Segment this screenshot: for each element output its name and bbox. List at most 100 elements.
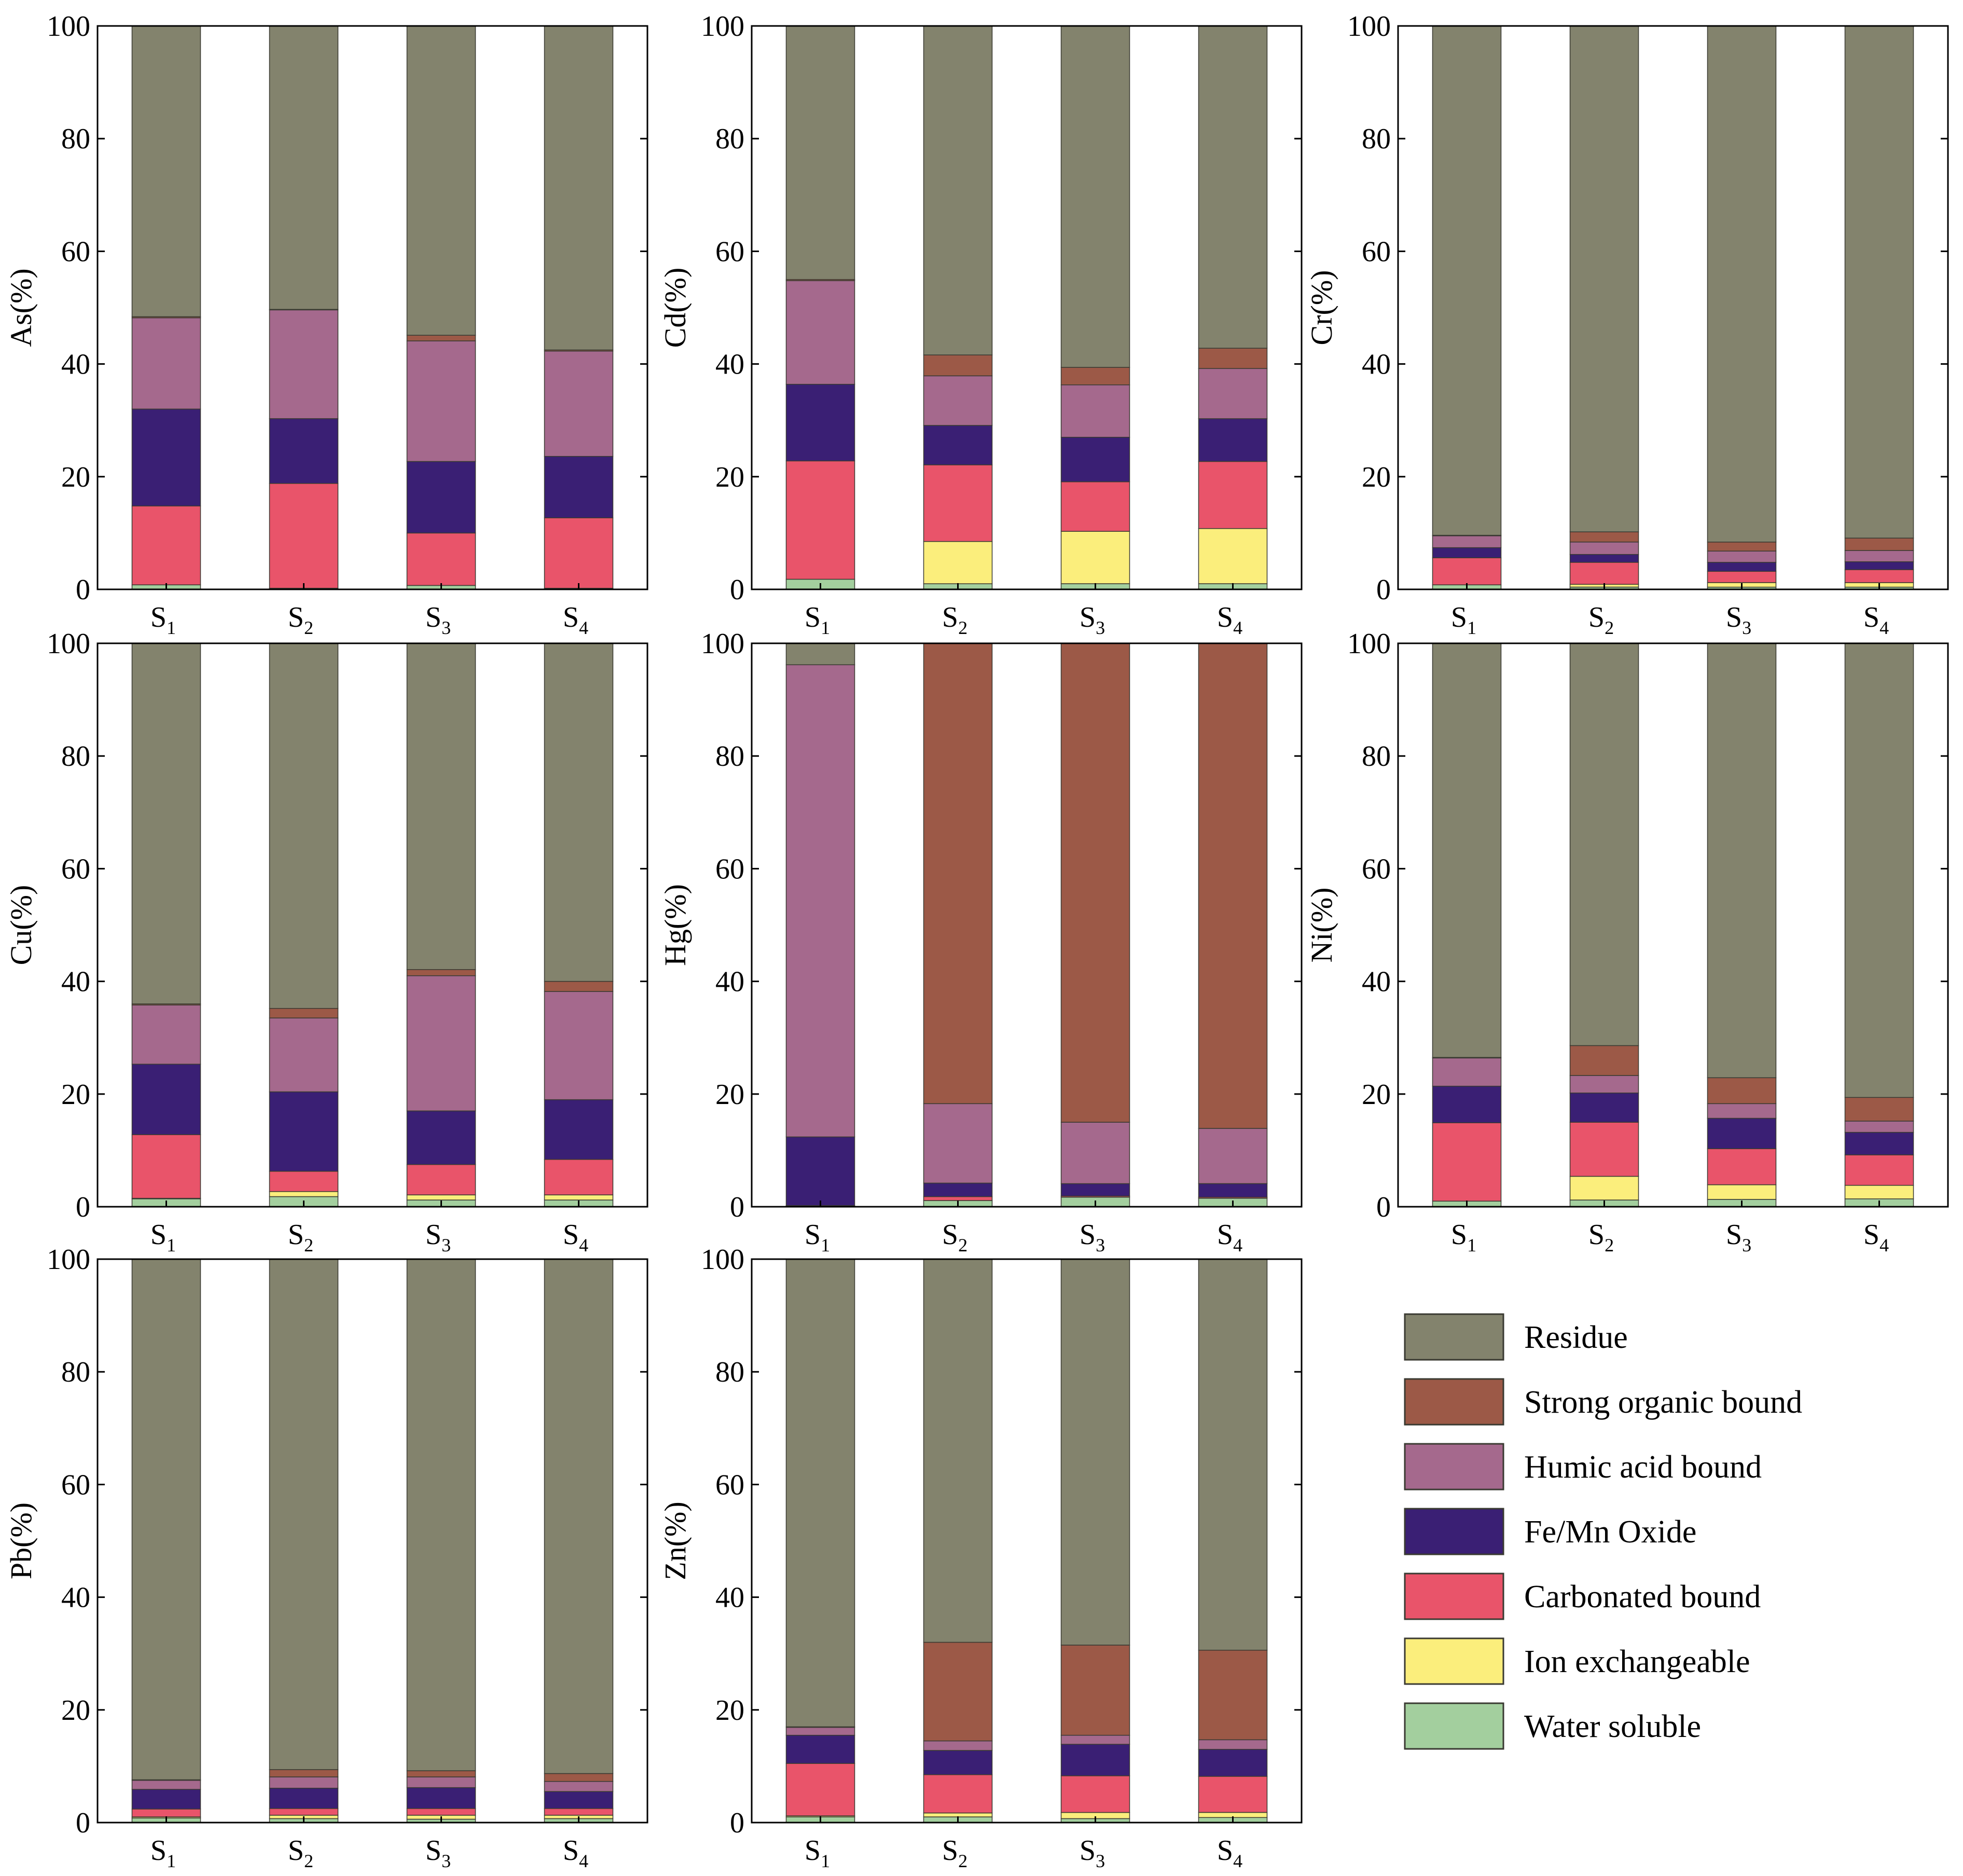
y-tick-label: 100: [1347, 628, 1391, 660]
bar-segment-cr-s2-carbonated-bound: [1569, 562, 1639, 585]
bar-segment-zn-s3-strong-organic-bound: [1060, 1645, 1130, 1736]
y-tick-label: 100: [47, 1244, 90, 1276]
y-tick-label: 20: [61, 461, 90, 493]
x-tick-main: S: [1863, 601, 1879, 633]
bar-segment-cu-s4-fe-mn-oxide: [544, 1099, 614, 1160]
bar-segment-hg-s2-humic-acid-bound: [923, 1103, 993, 1184]
bar-segment-hg-s1-fe-mn-oxide: [785, 1136, 855, 1206]
bar-segment-as-s4-residue: [544, 25, 614, 351]
y-axis-label: Cu(%): [4, 885, 38, 965]
legend-label-ion-exchangeable: Ion exchangeable: [1524, 1644, 1750, 1679]
y-tick-label: 20: [1362, 1079, 1391, 1111]
bar-segment-cu-s4-carbonated-bound: [544, 1159, 614, 1195]
bar-segment-cu-s4-residue: [544, 643, 614, 982]
bar-segment-cd-s2-carbonated-bound: [923, 464, 993, 542]
x-tick-main: S: [288, 1834, 304, 1867]
x-tick-label: S4: [563, 601, 588, 638]
y-tick-label: 20: [61, 1079, 90, 1111]
bar-segment-pb-s4-humic-acid-bound: [544, 1781, 614, 1792]
y-axis-label: Cd(%): [658, 268, 692, 348]
bar-segment-as-s3-humic-acid-bound: [406, 340, 476, 462]
bar-segment-cd-s4-ion-exchangeable: [1198, 528, 1268, 584]
y-tick-label: 80: [61, 740, 90, 773]
bar-segment-cd-s2-ion-exchangeable: [923, 541, 993, 584]
x-tick-main: S: [1080, 1219, 1096, 1251]
bar-segment-cu-s2-ion-exchangeable: [269, 1191, 339, 1197]
bar-segment-zn-s2-residue: [923, 1259, 993, 1643]
x-tick-subscript: 3: [1742, 1235, 1751, 1256]
y-tick-label: 60: [1362, 853, 1391, 885]
bar-segment-zn-s2-ion-exchangeable: [923, 1812, 993, 1817]
bar-segment-cu-s1-fe-mn-oxide: [131, 1064, 201, 1135]
x-tick-main: S: [563, 1834, 579, 1867]
bar-segment-pb-s3-carbonated-bound: [406, 1808, 476, 1816]
y-axis-label: Ni(%): [1305, 888, 1338, 963]
bar-segment-ni-s4-residue: [1844, 643, 1914, 1098]
bar-segment-cu-s3-strong-organic-bound: [406, 969, 476, 976]
legend-swatch-fe-mn-oxide: [1404, 1508, 1504, 1555]
bar-segment-cu-s2-humic-acid-bound: [269, 1017, 339, 1093]
y-tick-label: 0: [76, 1807, 90, 1839]
y-tick-label: 20: [1362, 461, 1391, 493]
x-tick-main: S: [805, 601, 821, 633]
bar-segment-ni-s4-humic-acid-bound: [1844, 1121, 1914, 1133]
x-tick-label: S1: [805, 1219, 830, 1256]
x-tick-main: S: [425, 1834, 441, 1867]
x-tick-main: S: [1863, 1219, 1879, 1251]
bar-segment-cr-s2-fe-mn-oxide: [1569, 554, 1639, 563]
bar-segment-pb-s2-humic-acid-bound: [269, 1776, 339, 1789]
bar-segment-ni-s1-residue: [1432, 643, 1502, 1058]
legend-label-strong-organic-bound: Strong organic bound: [1524, 1385, 1802, 1420]
bar-segment-cu-s2-fe-mn-oxide: [269, 1091, 339, 1172]
x-tick-main: S: [150, 1834, 167, 1867]
bar-segment-as-s2-fe-mn-oxide: [269, 418, 339, 484]
x-tick-subscript: 4: [1233, 617, 1242, 638]
bar-segment-pb-s2-residue: [269, 1259, 339, 1770]
bar-segment-cr-s4-strong-organic-bound: [1844, 537, 1914, 551]
y-tick-label: 80: [1362, 123, 1391, 155]
bar-segment-ni-s3-ion-exchangeable: [1707, 1184, 1777, 1200]
bar-segment-ni-s2-humic-acid-bound: [1569, 1075, 1639, 1094]
plot-frame: [751, 1258, 1303, 1824]
x-tick-subscript: 4: [579, 617, 588, 638]
bar-segment-hg-s3-fe-mn-oxide: [1060, 1183, 1130, 1197]
x-tick-main: S: [1080, 1834, 1096, 1867]
bar-segment-cr-s4-carbonated-bound: [1844, 569, 1914, 583]
legend-swatch-residue: [1404, 1313, 1504, 1361]
bar-segment-as-s3-carbonated-bound: [406, 532, 476, 586]
bar-segment-cr-s2-residue: [1569, 25, 1639, 532]
bar-segment-cr-s1-fe-mn-oxide: [1432, 547, 1502, 558]
x-tick-main: S: [1217, 1834, 1233, 1867]
y-tick-label: 0: [76, 574, 90, 606]
bar-segment-ni-s3-carbonated-bound: [1707, 1148, 1777, 1185]
x-tick-label: S1: [1451, 601, 1476, 638]
bar-segment-cd-s3-fe-mn-oxide: [1060, 437, 1130, 482]
x-tick-label: S1: [1451, 1219, 1476, 1256]
bar-segment-cu-s3-residue: [406, 643, 476, 970]
bar-segment-as-s1-fe-mn-oxide: [131, 408, 201, 507]
bar-segment-cu-s4-strong-organic-bound: [544, 981, 614, 992]
bar-segment-hg-s3-strong-organic-bound: [1060, 643, 1130, 1123]
x-tick-label: S4: [1217, 1834, 1242, 1871]
x-tick-label: S3: [1080, 601, 1105, 638]
bar-segment-pb-s2-strong-organic-bound: [269, 1769, 339, 1777]
x-tick-label: S2: [288, 1834, 313, 1871]
bar-segment-hg-s2-fe-mn-oxide: [923, 1182, 993, 1197]
x-tick-subscript: 3: [1742, 617, 1751, 638]
bar-segment-zn-s3-residue: [1060, 1259, 1130, 1646]
y-tick-label: 0: [1376, 1191, 1391, 1223]
bar-segment-as-s2-residue: [269, 25, 339, 310]
y-tick-label: 60: [715, 236, 744, 268]
x-tick-main: S: [1726, 1219, 1742, 1251]
legend: Residue Strong organic bound Humic acid bo…: [1404, 1313, 1802, 1750]
x-tick-label: S3: [425, 1834, 451, 1871]
bar-segment-as-s1-residue: [131, 25, 201, 318]
legend-swatch-ion-exchangeable: [1404, 1637, 1504, 1685]
x-tick-main: S: [1217, 601, 1233, 633]
y-tick-label: 100: [701, 10, 744, 43]
bar-segment-as-s4-carbonated-bound: [544, 517, 614, 589]
